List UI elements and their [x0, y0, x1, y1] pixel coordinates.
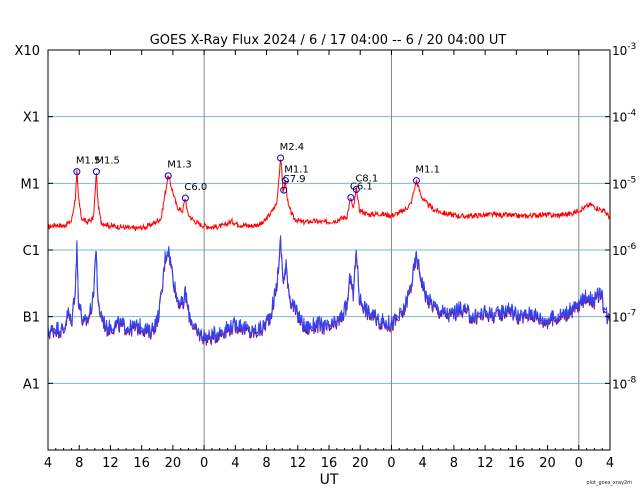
x-tick-label: 20: [539, 456, 556, 471]
series-long-line: [47, 159, 611, 232]
flare-label: C6.0: [184, 182, 207, 193]
plot-credit: plot_goes_xray2m: [586, 480, 632, 486]
left-tick-B1: B1: [23, 311, 40, 326]
left-tick-C1: C1: [23, 244, 40, 259]
x-axis-ticks: 4 8 12 16 20 0 4 8 12 16 20 0 4 8 12 16 20 0 4: [44, 50, 614, 471]
flare-marker: [92, 168, 100, 176]
left-tick-X1: X1: [23, 111, 40, 126]
x-tick-label: 20: [165, 456, 182, 471]
x-tick-label: 8: [450, 456, 458, 471]
x-tick-label: 12: [290, 456, 307, 471]
x-tick-label: 12: [102, 456, 119, 471]
right-tick-1e-3: 10-3: [612, 42, 636, 58]
x-tick-label: 4: [419, 456, 427, 471]
flare-marker: [164, 172, 172, 180]
x-tick-label: 4: [606, 456, 614, 471]
x-axis-label: UT: [320, 472, 339, 488]
flare-annotations: M1.5M1.5 M1.3C6.0M2.4M1.1C7.9C6.1C8.1M1.1: [73, 142, 440, 202]
flare-marker: [347, 194, 355, 202]
left-tick-X10: X10: [15, 44, 40, 59]
right-tick-1e-6: 10-6: [612, 242, 637, 258]
flare-marker: [352, 185, 360, 193]
flare-marker: [281, 177, 289, 185]
series-short-line: [47, 235, 611, 343]
flare-label: C7.9: [283, 174, 306, 185]
x-tick-label: 4: [44, 456, 52, 471]
series-lines: [47, 159, 611, 346]
x-tick-label: 0: [575, 456, 583, 471]
x-tick-label: 0: [200, 456, 208, 471]
x-tick-label: 16: [321, 456, 338, 471]
x-tick-label: 12: [477, 456, 494, 471]
x-tick-label: 0: [387, 456, 395, 471]
flare-label: C6.1: [350, 182, 373, 193]
flare-marker: [73, 168, 81, 176]
right-tick-1e-8: 10-8: [612, 375, 637, 391]
flare-label: M1.5: [76, 156, 101, 167]
flare-label: M2.4: [280, 142, 305, 153]
x-tick-label: 8: [75, 456, 83, 471]
x-tick-label: 16: [508, 456, 525, 471]
right-tick-1e-4: 10-4: [612, 109, 637, 125]
x-tick-label: 20: [352, 456, 369, 471]
left-axis-ticks: X10 X1 M1 C1 B1 A1: [15, 44, 53, 392]
right-tick-1e-5: 10-5: [612, 175, 636, 191]
flare-marker: [277, 154, 285, 162]
flare-label: M1.5: [95, 156, 120, 167]
flare-label: M1.3: [167, 160, 192, 171]
flare-marker: [181, 194, 189, 202]
left-tick-A1: A1: [23, 377, 40, 392]
flare-marker: [280, 186, 288, 194]
x-tick-label: 16: [133, 456, 150, 471]
left-tick-M1: M1: [21, 177, 41, 192]
x-tick-label: 4: [231, 456, 239, 471]
flare-label: C8.1: [355, 173, 378, 184]
flare-marker: [412, 177, 420, 185]
right-axis-ticks: 10-3 10-4 10-5 10-6 10-7 10-8: [605, 42, 637, 391]
x-tick-label: 8: [262, 456, 270, 471]
chart-title: GOES X-Ray Flux 2024 / 6 / 17 04:00 -- 6…: [150, 33, 507, 48]
flare-label: M1.1: [284, 165, 309, 176]
right-tick-1e-7: 10-7: [612, 309, 636, 325]
flare-label: M1.1: [415, 165, 440, 176]
grid: [48, 50, 610, 450]
